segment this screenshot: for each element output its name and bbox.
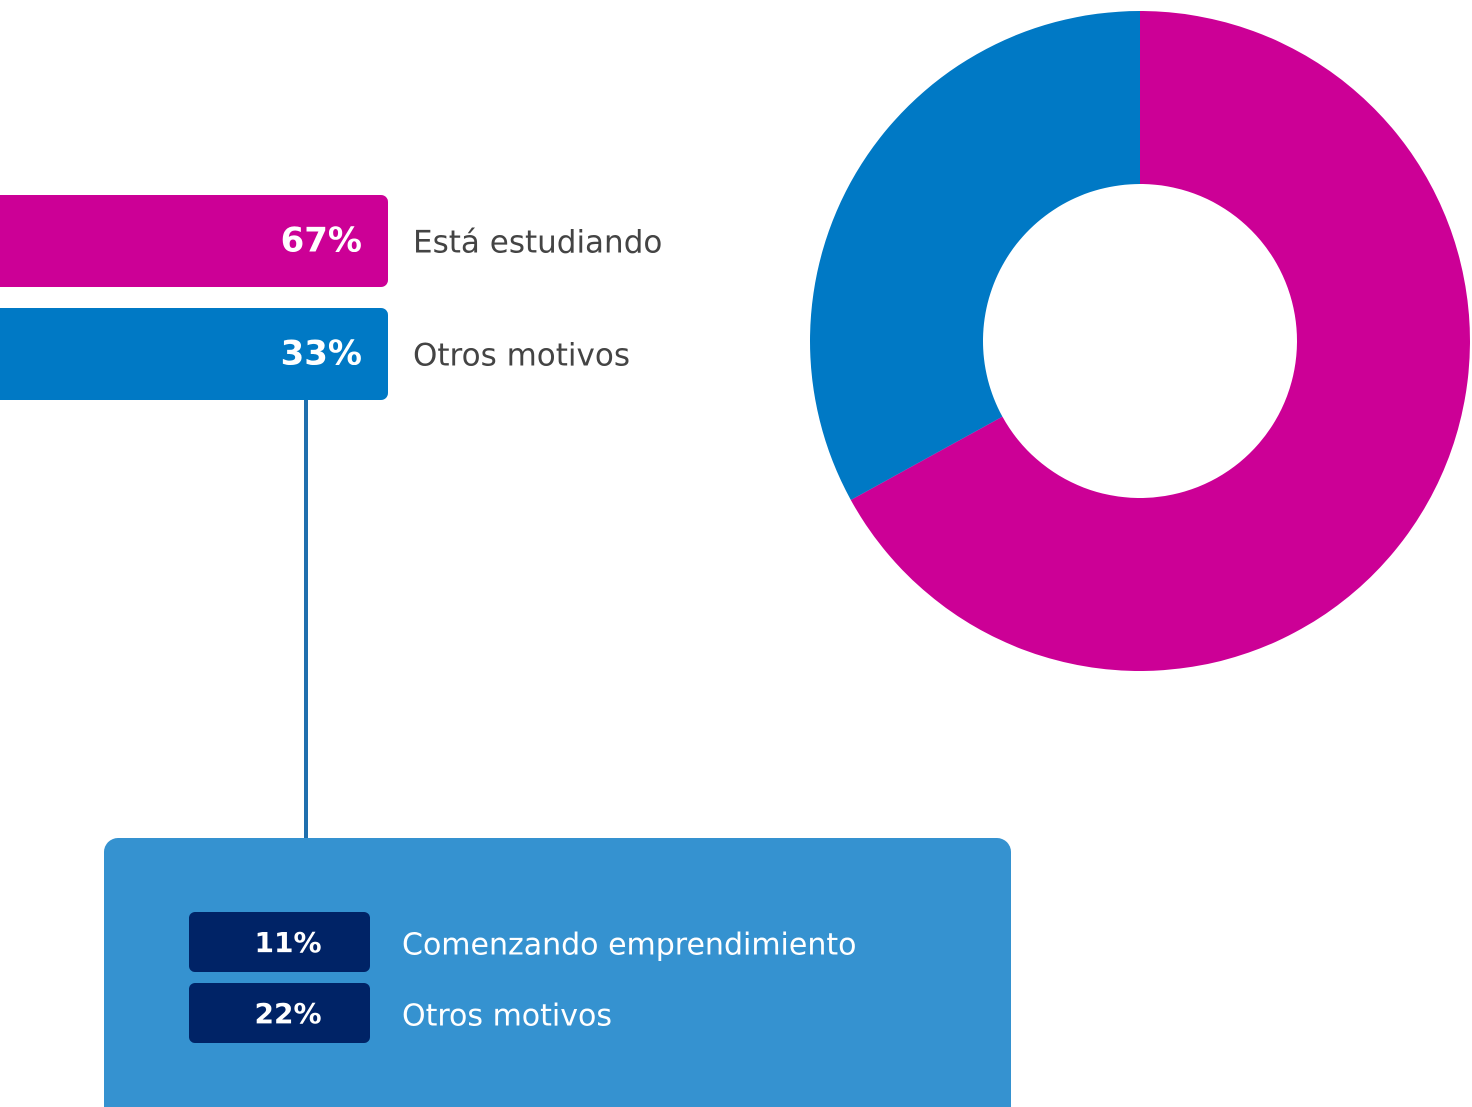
legend-bar — [0, 195, 388, 287]
category-label: Está estudiando — [413, 225, 662, 261]
breakdown-label: Comenzando emprendimiento — [402, 928, 856, 963]
donut-segment — [850, 11, 1470, 671]
breakdown-value: 11% — [254, 926, 321, 959]
donut-segment — [810, 11, 1140, 500]
breakdown-panel — [104, 838, 1011, 1107]
breakdown-badge — [189, 983, 370, 1043]
breakdown-label: Otros motivos — [402, 999, 612, 1034]
category-label: Otros motivos — [413, 338, 630, 374]
breakdown-value: 22% — [254, 997, 321, 1030]
value-label: 33% — [281, 334, 362, 374]
legend-bar — [0, 308, 388, 400]
breakdown-badge — [189, 912, 370, 972]
value-label: 67% — [281, 221, 362, 261]
